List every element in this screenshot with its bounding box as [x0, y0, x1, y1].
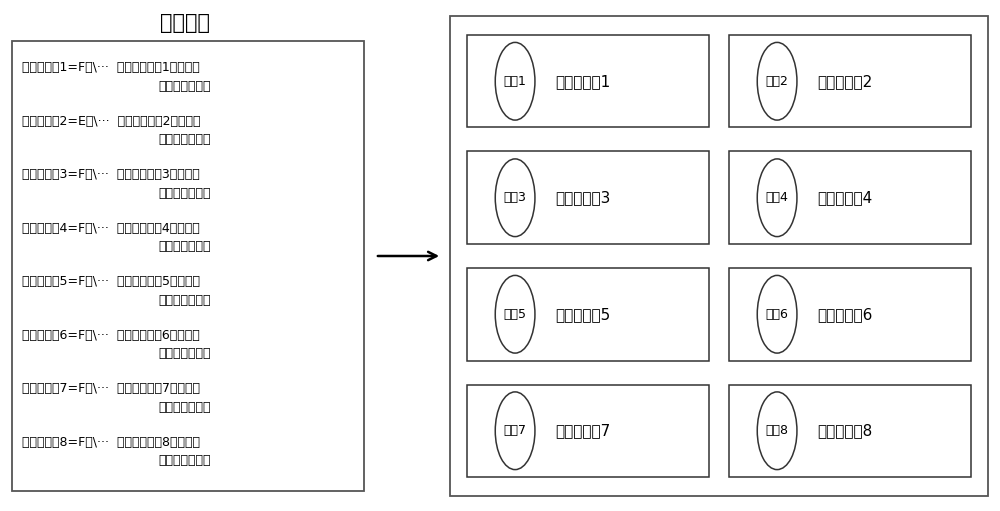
- Text: 图标7: 图标7: [504, 424, 527, 437]
- Text: 上位机软件3: 上位机软件3: [555, 190, 610, 205]
- Bar: [467, 151, 709, 244]
- Text: 上位机软件2: 上位机软件2: [817, 74, 872, 89]
- Text: 图标1: 图标1: [504, 75, 527, 88]
- Bar: [729, 151, 971, 244]
- Text: 配置文件: 配置文件: [160, 13, 210, 33]
- Bar: [729, 268, 971, 360]
- Text: 图标2: 图标2: [766, 75, 789, 88]
- Text: 上位机软件6=F：\···  【上位机软件6在计算机: 上位机软件6=F：\··· 【上位机软件6在计算机: [22, 329, 200, 342]
- Text: 上的存储路径】: 上的存储路径】: [159, 80, 211, 92]
- Text: 上的存储路径】: 上的存储路径】: [159, 401, 211, 414]
- Text: 上位机软件8=F：\···  【上位机软件8在计算机: 上位机软件8=F：\··· 【上位机软件8在计算机: [22, 436, 200, 449]
- Bar: [467, 268, 709, 360]
- Text: 上的存储路径】: 上的存储路径】: [159, 187, 211, 200]
- Text: 上位机软件4: 上位机软件4: [817, 190, 872, 205]
- Text: 上位机软件4=F：\···  【上位机软件4在计算机: 上位机软件4=F：\··· 【上位机软件4在计算机: [22, 222, 200, 235]
- Text: 上位机软件6: 上位机软件6: [817, 307, 872, 322]
- Text: 上位机软件1: 上位机软件1: [555, 74, 610, 89]
- Bar: [729, 35, 971, 128]
- Text: 上位机软件2=E：\···  【上位机软件2在计算机: 上位机软件2=E：\··· 【上位机软件2在计算机: [22, 115, 200, 128]
- Text: 图标4: 图标4: [766, 191, 789, 204]
- Text: 图标3: 图标3: [504, 191, 527, 204]
- Bar: [467, 384, 709, 477]
- Text: 上位机软件7: 上位机软件7: [555, 423, 610, 438]
- Text: 上位机软件8: 上位机软件8: [817, 423, 872, 438]
- Text: 图标6: 图标6: [766, 308, 789, 321]
- Bar: [450, 16, 988, 496]
- Text: 上的存储路径】: 上的存储路径】: [159, 240, 211, 253]
- Bar: [729, 384, 971, 477]
- Text: 上的存储路径】: 上的存储路径】: [159, 133, 211, 146]
- Bar: [12, 41, 364, 491]
- Text: 上位机软件3=F：\···  【上位机软件3在计算机: 上位机软件3=F：\··· 【上位机软件3在计算机: [22, 169, 200, 181]
- Text: 上位机软件1=F：\···  【上位机软件1在计算机: 上位机软件1=F：\··· 【上位机软件1在计算机: [22, 61, 200, 75]
- Text: 上位机软件5=F：\···  【上位机软件5在计算机: 上位机软件5=F：\··· 【上位机软件5在计算机: [22, 275, 200, 289]
- Text: 上的存储路径】: 上的存储路径】: [159, 294, 211, 307]
- Text: 上位机软件5: 上位机软件5: [555, 307, 610, 322]
- Text: 图标5: 图标5: [504, 308, 527, 321]
- Bar: [467, 35, 709, 128]
- Text: 上的存储路径】: 上的存储路径】: [159, 454, 211, 467]
- Text: 上的存储路径】: 上的存储路径】: [159, 347, 211, 360]
- Text: 图标8: 图标8: [766, 424, 789, 437]
- Text: 上位机软件7=F：\···  【上位机软件7在计算机: 上位机软件7=F：\··· 【上位机软件7在计算机: [22, 382, 200, 396]
